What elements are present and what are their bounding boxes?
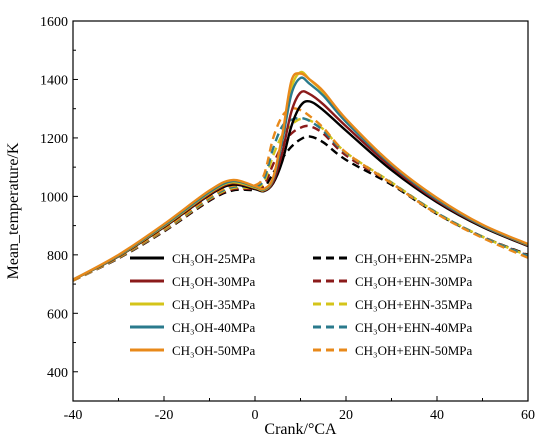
y-tick-label: 1600 [40, 15, 68, 30]
x-tick-label: 20 [339, 408, 353, 423]
legend-label: CH₃OH-40MPa [172, 320, 255, 335]
series-line [72, 72, 529, 281]
y-tick-label: 400 [47, 366, 68, 381]
series-layer [72, 70, 529, 282]
y-tick-label: 1000 [40, 190, 68, 205]
legend-label: CH₃OH+EHN-30MPa [355, 274, 473, 289]
legend-label: CH₃OH-50MPa [172, 343, 255, 358]
y-tick-label: 1200 [40, 132, 68, 147]
x-tick-label: 40 [430, 408, 444, 423]
x-tick-label: 0 [252, 408, 259, 423]
ticks-layer: -40 -20 0 20 40 60 400 600 800 1000 1200 1400 1600 [40, 15, 535, 423]
legend-label: CH₃OH+EHN-40MPa [355, 320, 473, 335]
legend-label: CH₃OH-35MPa [172, 297, 255, 312]
x-axis-title: Crank/°CA [264, 421, 337, 438]
series-line [72, 76, 529, 281]
y-axis-title: Mean_temperature/K [5, 142, 22, 279]
series-line [72, 70, 529, 281]
legend: CH₃OH-25MPa CH₃OH-30MPa CH₃OH-35MPa CH₃OH-4… [130, 251, 473, 358]
x-tick-label: -40 [64, 408, 83, 423]
legend-label: CH₃OH+EHN-35MPa [355, 297, 473, 312]
y-tick-label: 600 [47, 307, 68, 322]
y-tick-label: 1400 [40, 73, 68, 88]
legend-label: CH₃OH+EHN-25MPa [355, 251, 473, 266]
x-tick-label: 60 [521, 408, 535, 423]
legend-label: CH₃OH+EHN-50MPa [355, 343, 473, 358]
legend-label: CH₃OH-30MPa [172, 274, 255, 289]
x-tick-label: -20 [155, 408, 174, 423]
legend-label: CH₃OH-25MPa [172, 251, 255, 266]
y-tick-label: 800 [47, 249, 68, 264]
